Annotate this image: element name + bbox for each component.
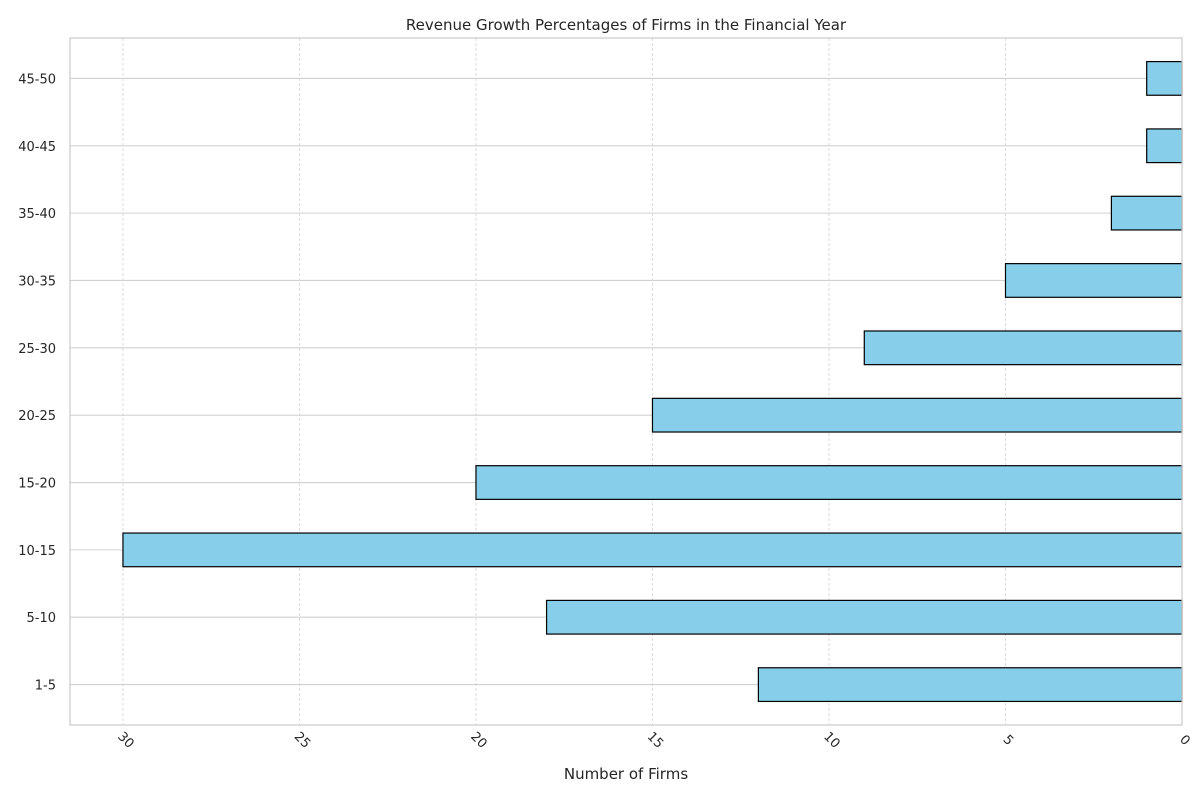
bar-25-30 [863,330,1183,366]
x-axis-label: Number of Firms [564,765,688,783]
y-tick-label: 5-10 [26,611,56,626]
y-tick-label: 30-35 [18,274,56,289]
bar-15-20 [475,465,1183,500]
y-tick-label: 25-30 [18,342,56,357]
y-tick-label: 15-20 [18,477,56,492]
bar-20-25 [651,397,1183,433]
bar-45-50 [1146,60,1183,96]
chart-title: Revenue Growth Percentages of Firms in t… [406,16,847,34]
plot-frame [69,37,1183,726]
y-tick-label: 45-50 [18,72,56,87]
y-tick-labels: 1-5 5-10 10-15 15-20 20-25 25-30 30-35 35-40 40-… [18,72,56,693]
y-tick-label: 40-45 [18,140,56,155]
bar-10-15 [122,532,1183,568]
bar-40-45 [1146,128,1183,164]
y-tick-label: 20-25 [18,409,56,424]
bar-30-35 [1004,263,1183,298]
bars [122,60,1183,703]
bar-5-10 [545,599,1183,635]
y-tick-label: 35-40 [18,207,56,222]
bar-35-40 [1110,195,1183,231]
y-tick-label: 10-15 [18,544,56,559]
bar-1-5 [757,667,1183,703]
y-tick-label: 1-5 [35,679,56,694]
